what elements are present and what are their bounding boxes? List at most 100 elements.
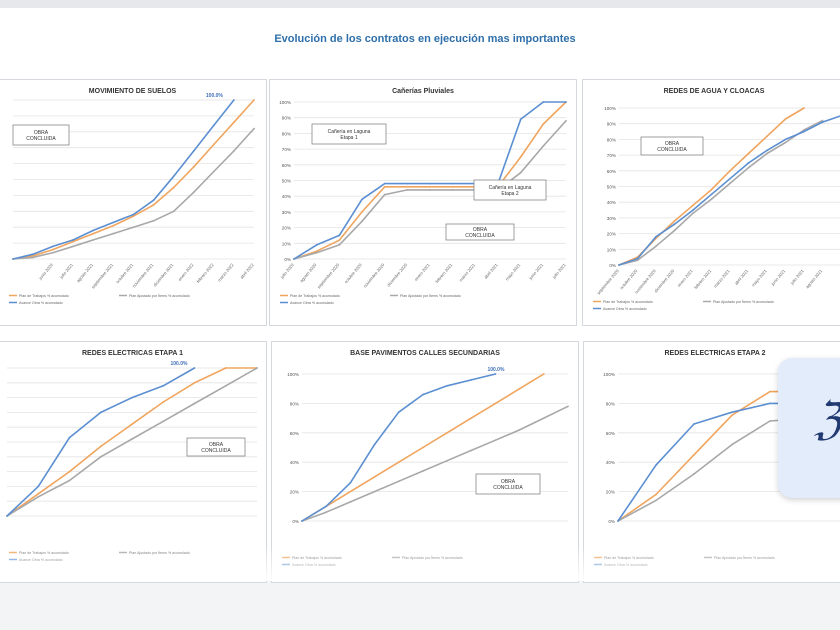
- peak-value-label: 100.0%: [206, 93, 224, 99]
- data-point: [494, 373, 497, 375]
- data-point: [766, 135, 768, 138]
- data-point: [542, 123, 545, 125]
- data-point: [518, 387, 521, 390]
- data-point: [766, 152, 768, 155]
- y-tick-label: 100%: [603, 372, 615, 377]
- data-point: [68, 479, 71, 482]
- data-point: [32, 256, 34, 259]
- data-point: [673, 220, 676, 222]
- legend-label: Avance Obra % acumulado: [292, 563, 336, 567]
- note-box: [311, 123, 387, 145]
- data-point: [542, 417, 545, 419]
- legend-label: Plan de Trabajos % acumulado: [19, 551, 69, 555]
- x-tick-label: junio 2021: [527, 262, 544, 281]
- chart-title: REDES DE AGUA Y CLOACAS: [664, 88, 765, 95]
- data-point: [692, 204, 694, 207]
- data-point: [731, 414, 733, 417]
- data-point: [152, 219, 155, 222]
- note-text: CONCLUIDA: [26, 136, 56, 142]
- y-tick-label: 60%: [290, 431, 299, 436]
- data-point: [406, 189, 409, 191]
- data-point: [821, 121, 824, 124]
- x-tick-label: octubre 2020: [619, 268, 639, 290]
- data-point: [256, 367, 258, 369]
- data-point: [172, 210, 175, 213]
- top-bar: [0, 0, 840, 8]
- data-point: [52, 248, 55, 251]
- legend-label: Plan Ajustado por Ítems % acumulado: [713, 300, 774, 304]
- data-point: [784, 141, 787, 144]
- sparkle-script-icon: ℨ: [814, 394, 840, 445]
- legend-label: Plan de Trabajos % acumulado: [292, 556, 342, 560]
- floating-assistant-button[interactable]: ℨ: [778, 358, 840, 498]
- chart-svg: REDES ELECTRICAS ETAPA 1 100.0% OBRACONCLU…: [6, 350, 258, 562]
- x-tick-label: junio 2020: [37, 262, 54, 281]
- legend-label: Plan Ajustado por Ítems % acumulado: [402, 556, 463, 560]
- data-point: [212, 124, 215, 127]
- y-tick-label: 80%: [282, 131, 291, 136]
- y-tick-label: 0%: [292, 519, 299, 524]
- data-point: [32, 253, 34, 256]
- data-point: [692, 209, 694, 211]
- legend-label: Plan de Trabajos % acumulado: [604, 556, 654, 560]
- data-point: [99, 411, 102, 414]
- y-tick-label: 90%: [607, 122, 616, 127]
- legend-label: Plan de Trabajos % acumulado: [290, 294, 340, 298]
- data-point: [99, 455, 102, 458]
- y-tick-label: 50%: [607, 185, 616, 190]
- data-point: [349, 481, 352, 484]
- data-point: [37, 495, 40, 498]
- data-point: [52, 245, 55, 248]
- data-point: [446, 384, 448, 387]
- chart-svg: MOVIMIENTO DE SUELOS junio 2020 julio 2021…: [9, 88, 255, 305]
- data-point: [803, 130, 805, 133]
- data-point: [6, 515, 8, 517]
- legend-label: Avance Obra % acumulado: [603, 307, 647, 311]
- x-tick-label: julio 2021: [551, 262, 567, 280]
- data-point: [193, 381, 196, 384]
- data-point: [131, 396, 133, 399]
- legend-label: Plan Ajustado por Ítems % acumulado: [714, 556, 775, 560]
- x-tick-label: abril 2021: [734, 268, 750, 286]
- x-tick-label: febrero 2022: [196, 262, 216, 284]
- data-point: [565, 119, 567, 122]
- legend-label: Plan Ajustado por Ítems % acumulado: [129, 551, 190, 555]
- data-point: [132, 213, 135, 216]
- note-text: Cañería en Laguna: [328, 129, 371, 135]
- chart-title: Cañerías Pluviales: [392, 88, 454, 95]
- data-point: [542, 145, 545, 147]
- data-point: [446, 431, 448, 434]
- data-point: [253, 127, 255, 130]
- data-point: [224, 367, 227, 369]
- y-tick-label: 100%: [604, 106, 616, 111]
- data-point: [710, 193, 713, 196]
- data-point: [470, 417, 473, 419]
- data-point: [152, 204, 155, 206]
- chart-svg: REDES DE AGUA Y CLOACAS 0% 10% 20% 30% 40% 50%…: [593, 88, 840, 311]
- data-point: [406, 185, 409, 188]
- note-text: CONCLUIDA: [201, 448, 231, 454]
- x-tick-label: julio 2020: [279, 262, 295, 280]
- data-point: [821, 119, 824, 122]
- page-title: Evolución de los contratos en ejecución …: [274, 33, 576, 45]
- chart-panel-canerias-pluviales: Cañerías Pluviales 0% 10% 20% 30% 40% 50% 60% 70…: [269, 79, 577, 326]
- data-point: [212, 170, 215, 173]
- data-point: [429, 189, 431, 191]
- data-point: [68, 470, 71, 473]
- data-point: [152, 199, 155, 202]
- data-point: [731, 411, 733, 414]
- data-point: [470, 378, 473, 381]
- y-tick-label: 0%: [284, 257, 291, 262]
- note-text: OBRA: [473, 227, 488, 233]
- y-tick-label: 40%: [606, 460, 615, 465]
- data-point: [383, 193, 386, 196]
- data-point: [112, 232, 115, 235]
- data-point: [519, 171, 522, 174]
- y-tick-label: 0%: [608, 519, 615, 524]
- data-point: [338, 234, 341, 237]
- data-point: [731, 443, 733, 446]
- data-point: [451, 185, 454, 188]
- data-point: [518, 428, 521, 431]
- x-tick-label: mayo 2021: [751, 268, 769, 288]
- y-tick-label: 50%: [282, 179, 291, 184]
